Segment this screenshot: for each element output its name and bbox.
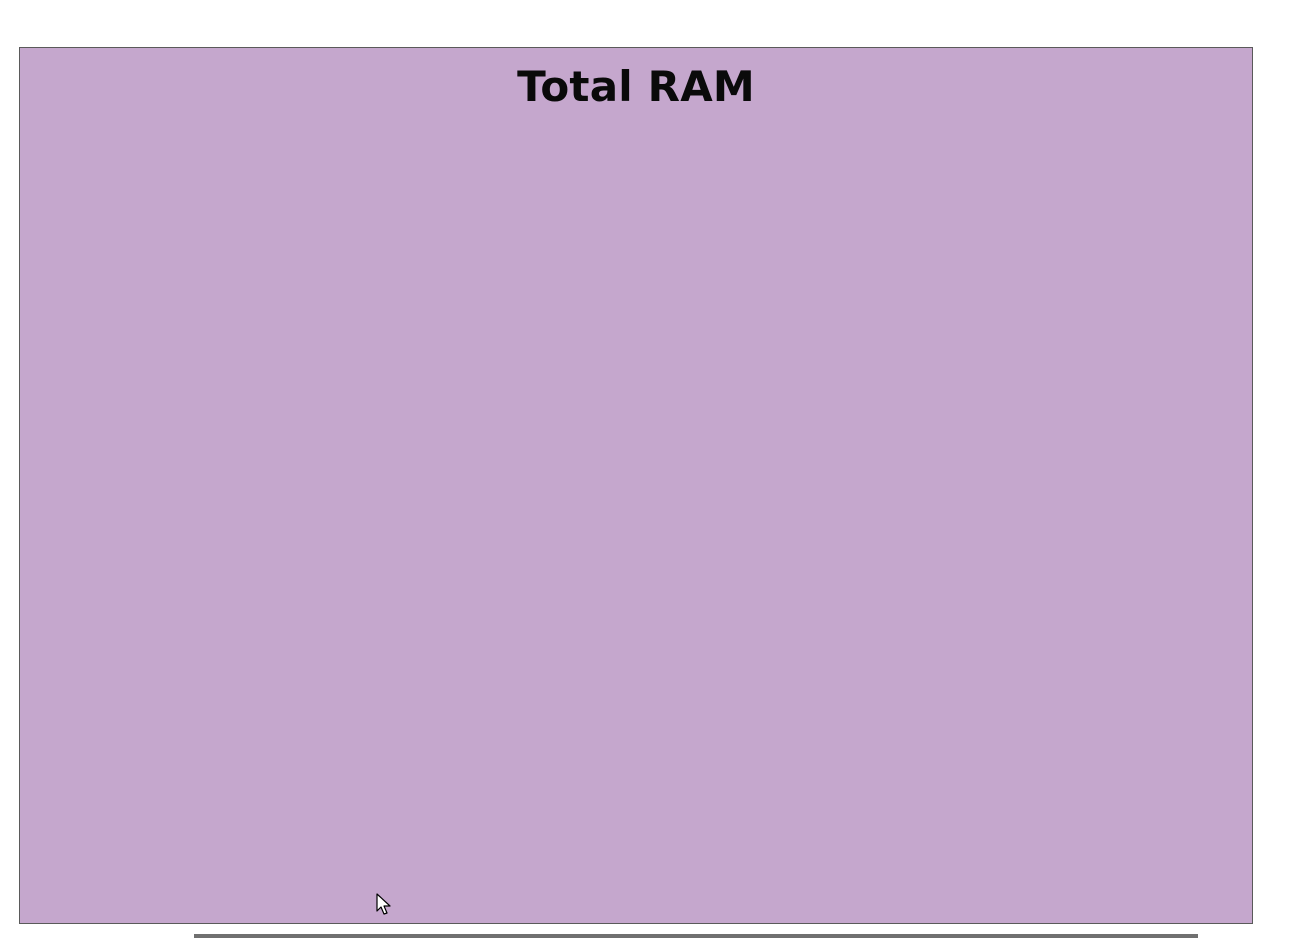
chart-panel: Total RAM	[19, 47, 1253, 924]
mouse-pointer-icon	[376, 893, 391, 915]
chart-title: Total RAM	[517, 62, 755, 111]
horizontal-scrollbar[interactable]	[194, 934, 1198, 938]
